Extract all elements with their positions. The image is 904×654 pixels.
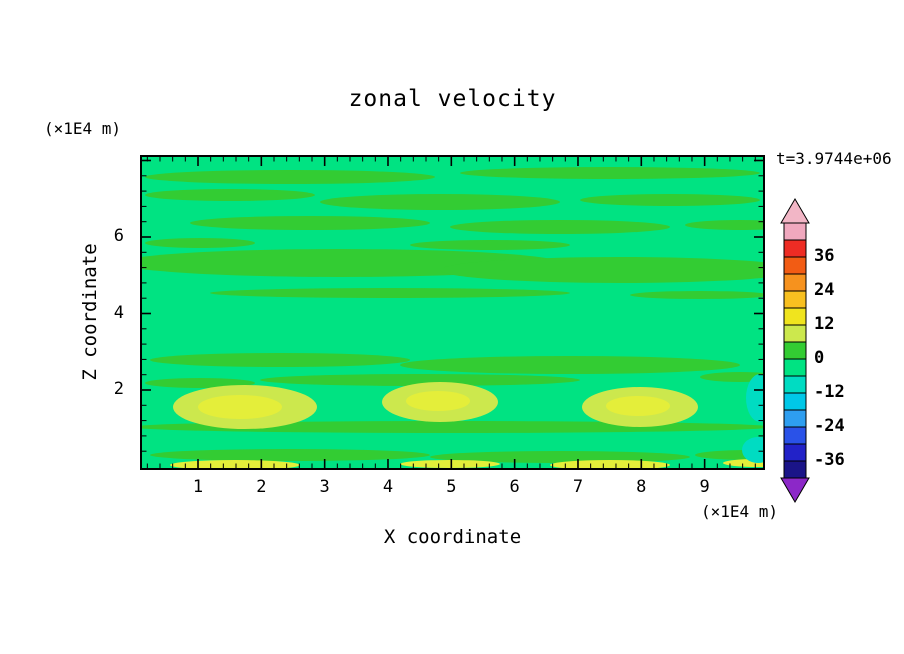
contour-band-positive (630, 291, 765, 299)
x-tick-label: 1 (192, 477, 204, 497)
contour-bottom-streak (550, 460, 670, 470)
time-annotation: t=3.9744e+06 (776, 149, 892, 168)
contour-band-positive (700, 372, 765, 382)
y-axis-unit: (×1E4 m) (44, 119, 122, 138)
chart-title: zonal velocity (348, 86, 557, 112)
colorbar-segment (783, 409, 807, 428)
colorbar-segment (783, 256, 807, 275)
colorbar-label: 36 (814, 246, 835, 266)
colorbar-segment (783, 324, 807, 343)
y-tick-label: 4 (113, 302, 124, 323)
contour-band-positive (145, 170, 435, 184)
contour-band-positive (410, 240, 570, 250)
contour-min-patch (746, 374, 765, 422)
x-tick-label: 7 (572, 477, 584, 497)
contour-band-positive (320, 194, 560, 210)
contour-bottom-streak (400, 460, 500, 468)
contour-plot (140, 155, 765, 470)
colorbar-segment (783, 341, 807, 360)
contour-max-core (406, 391, 470, 411)
colorbar-segment (783, 222, 807, 241)
colorbar-label: -12 (814, 382, 845, 402)
contour-band-positive (430, 451, 690, 463)
x-tick-label: 5 (446, 477, 457, 497)
colorbar-label: 0 (814, 348, 825, 368)
x-tick-label: 3 (319, 477, 330, 497)
contour-band-positive (460, 167, 760, 179)
colorbar-label: -24 (814, 416, 845, 436)
axis-ticks (142, 157, 763, 468)
contour-band-positive (685, 220, 765, 230)
x-tick-label: 2 (256, 477, 267, 497)
contour-max-core (198, 395, 282, 419)
contour-band-positive (150, 449, 430, 461)
colorbar-segment (783, 290, 807, 309)
x-tick-label: 9 (699, 477, 710, 497)
colorbar-arrow-bottom (780, 477, 810, 503)
contour-band-positive (440, 257, 765, 283)
colorbar-label: -36 (814, 450, 845, 470)
colorbar-segment (783, 358, 807, 377)
x-axis-unit: (×1E4 m) (700, 502, 778, 521)
contour-field (140, 167, 765, 470)
x-tick-label: 6 (509, 477, 520, 497)
contour-band-positive (400, 356, 740, 374)
y-tick-label: 6 (113, 226, 124, 246)
colorbar-segment (783, 239, 807, 258)
contour-band-positive (190, 216, 430, 230)
colorbar-segment (783, 375, 807, 394)
colorbar-arrow-top (780, 198, 810, 224)
y-tick-label: 2 (113, 379, 124, 399)
colorbar-segment (783, 392, 807, 411)
x-axis-label: X coordinate (383, 526, 522, 548)
contour-band-positive (145, 378, 255, 388)
colorbar (780, 198, 810, 503)
colorbar-segment (783, 443, 807, 462)
contour-bottom-streak (170, 460, 300, 470)
contour-band-positive (260, 374, 580, 386)
contour-band-positive (150, 353, 410, 367)
x-tick-label: 4 (382, 477, 394, 497)
colorbar-segment (783, 307, 807, 326)
contour-band-positive (210, 288, 570, 298)
colorbar-label: 24 (814, 280, 835, 300)
colorbar-label: 12 (814, 314, 835, 334)
contour-max-core (606, 396, 670, 416)
x-tick-label: 8 (636, 477, 647, 497)
contour-band-positive (145, 238, 255, 248)
contour-band-positive (580, 194, 760, 206)
colorbar-segment (783, 273, 807, 292)
colorbar-segment (783, 426, 807, 445)
contour-band-positive (140, 421, 765, 433)
contour-band-positive (145, 189, 315, 201)
contour-band-positive (450, 220, 670, 234)
colorbar-segment (783, 460, 807, 479)
contour-min-patch (742, 437, 765, 463)
plot-frame (140, 155, 765, 470)
